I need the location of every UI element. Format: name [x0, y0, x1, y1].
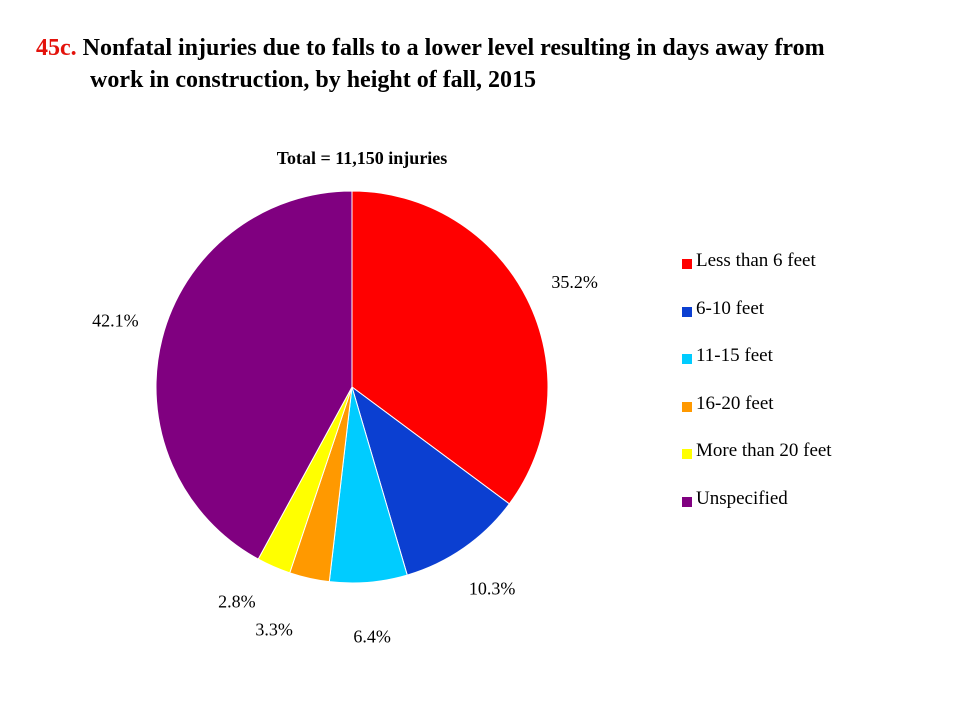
pie-slice-5 — [155, 190, 353, 560]
legend-label: Less than 6 feet — [696, 250, 816, 271]
title-line-2: work in construction, by height of fall,… — [90, 67, 537, 93]
legend-label: 6-10 feet — [696, 297, 765, 319]
legend-swatch — [682, 306, 692, 317]
title-line-1: Nonfatal injuries due to falls to a lowe… — [82, 35, 825, 61]
legend-swatch — [682, 354, 692, 364]
legend-label: 16-20 feet — [696, 392, 774, 414]
data-label-4: 2.8% — [218, 591, 256, 611]
data-label-5: 42.1% — [92, 310, 139, 330]
figure-number: 45c. — [36, 35, 77, 61]
data-label-2: 6.4% — [353, 626, 391, 646]
legend-swatch — [682, 401, 692, 412]
chart-subtitle: Total = 11,150 injuries — [276, 148, 448, 168]
pie-slice-0 — [351, 190, 549, 505]
legend-swatch — [682, 449, 692, 459]
chart-title: 45c. Nonfatal injuries due to falls to a … — [36, 32, 936, 96]
pie-slice-1 — [351, 385, 511, 576]
legend-label: More than 20 feet — [696, 440, 832, 461]
legend-label: Unspecified — [696, 487, 788, 509]
data-label-1: 10.3% — [469, 578, 516, 598]
legend-swatch — [682, 496, 692, 507]
data-label-0: 35.2% — [551, 272, 598, 292]
data-label-3: 3.3% — [255, 619, 293, 639]
legend-label: 11-15 feet — [696, 345, 773, 366]
legend-swatch — [682, 259, 692, 269]
